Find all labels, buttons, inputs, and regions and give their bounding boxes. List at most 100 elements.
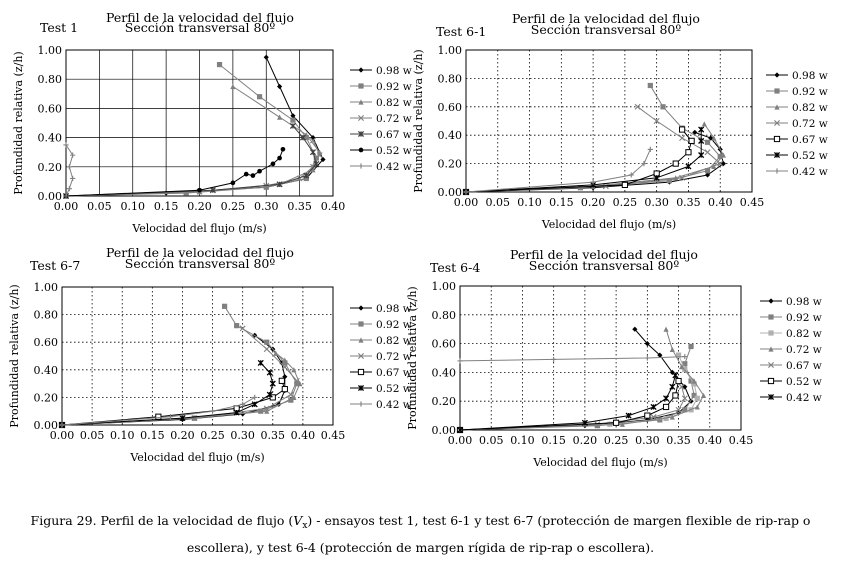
data-point xyxy=(310,167,316,173)
caption-prefix: Figura 29. Perfil de la velocidad de flu… xyxy=(30,513,294,528)
legend-entry: 0.67 w xyxy=(350,367,412,379)
data-point xyxy=(551,356,557,363)
series-line xyxy=(65,144,74,197)
legend-label: 0.72 w xyxy=(376,113,412,125)
data-point xyxy=(222,303,228,309)
data-point xyxy=(282,357,288,363)
data-point xyxy=(197,187,202,193)
plot-frame xyxy=(61,286,334,426)
x-axis-title: Velocidad del flujo (m/s) xyxy=(129,451,264,464)
x-tick-label: 0.30 xyxy=(635,434,660,447)
legend-label: 0.82 w xyxy=(376,97,412,109)
legend-label: 0.92 w xyxy=(376,81,412,93)
legend-label: 0.67 w xyxy=(376,129,412,141)
x-tick-label: 0.25 xyxy=(221,200,246,213)
x-tick-label: 0.30 xyxy=(644,196,669,209)
x-tick-label: 0.10 xyxy=(110,429,135,442)
y-tick-label: 0.20 xyxy=(432,395,457,408)
legend-entry: 0.52 w xyxy=(350,383,412,395)
x-tick-label: 0.35 xyxy=(287,200,312,213)
data-point xyxy=(291,394,297,400)
data-point xyxy=(628,172,634,178)
data-point xyxy=(675,406,682,413)
data-point xyxy=(704,139,711,145)
legend-label: 0.52 w xyxy=(376,383,412,395)
legend-marker xyxy=(774,88,780,94)
data-point xyxy=(269,394,276,401)
series-line xyxy=(65,57,324,197)
legend-marker xyxy=(357,384,365,392)
legend-entry: 0.67 w xyxy=(760,360,822,372)
data-point xyxy=(263,54,269,60)
legend-marker xyxy=(767,393,775,401)
data-point xyxy=(277,114,283,120)
data-point xyxy=(463,189,469,195)
data-point xyxy=(679,364,685,370)
y-tick-label: 0.00 xyxy=(34,419,59,432)
x-tick-label: 0.40 xyxy=(291,429,316,442)
y-tick-label: 0.40 xyxy=(432,366,457,379)
legend-entry: 0.42 w xyxy=(766,166,828,178)
data-point xyxy=(590,179,596,185)
series-group xyxy=(62,122,320,200)
data-point xyxy=(279,360,285,366)
series-group xyxy=(462,126,705,196)
x-tick-label: 0.40 xyxy=(321,200,346,213)
x-tick-label: 0.35 xyxy=(261,429,286,442)
legend-entry: 0.98 w xyxy=(766,70,828,82)
legend-entry: 0.92 w xyxy=(350,81,412,93)
series-group xyxy=(462,126,695,196)
plot-frame xyxy=(459,285,742,431)
chart-subtitle: Sección transversal 80º xyxy=(531,22,682,37)
data-point xyxy=(263,405,270,412)
series-group xyxy=(59,325,300,428)
data-point xyxy=(155,413,162,420)
y-tick-label: 1.00 xyxy=(432,280,457,293)
data-point xyxy=(303,135,309,141)
x-tick-label: 0.05 xyxy=(486,196,511,209)
x-tick-label: 0.45 xyxy=(729,434,754,447)
legend-marker xyxy=(358,115,364,121)
data-point xyxy=(704,168,711,174)
data-point xyxy=(256,94,263,100)
data-point xyxy=(621,181,628,189)
chart-test-label: Test 6-7 xyxy=(30,258,80,273)
data-point xyxy=(216,62,223,68)
legend-marker xyxy=(358,99,364,105)
x-tick-label: 0.20 xyxy=(581,196,606,209)
legend-label: 0.82 w xyxy=(792,102,828,114)
legend-label: 0.82 w xyxy=(786,328,822,340)
series-line xyxy=(459,356,685,362)
data-point xyxy=(230,83,236,90)
data-point xyxy=(303,172,310,179)
series-group xyxy=(63,83,323,199)
x-tick-label: 0.15 xyxy=(140,429,165,442)
x-tick-label: 0.15 xyxy=(541,434,566,447)
data-point xyxy=(277,83,283,90)
data-point xyxy=(647,82,653,89)
legend-label: 0.92 w xyxy=(376,319,412,331)
series-line xyxy=(65,86,321,197)
data-point xyxy=(720,152,726,158)
data-point xyxy=(257,168,262,174)
x-tick-label: 0.30 xyxy=(230,429,255,442)
legend-marker xyxy=(774,72,780,78)
y-tick-label: 0.80 xyxy=(38,73,63,86)
data-point xyxy=(316,152,323,159)
data-point xyxy=(243,171,249,177)
data-point xyxy=(299,134,307,141)
data-point xyxy=(263,184,269,190)
chart-subtitle: Sección transversal 80º xyxy=(125,256,276,271)
data-point xyxy=(257,359,264,366)
x-tick-label: 0.05 xyxy=(80,429,105,442)
data-point xyxy=(704,149,711,156)
data-point xyxy=(688,137,695,144)
x-tick-label: 0.00 xyxy=(50,429,75,442)
caption-subscript: x xyxy=(302,521,308,531)
x-tick-label: 0.10 xyxy=(510,434,535,447)
legend-label: 0.52 w xyxy=(376,145,412,157)
data-point xyxy=(276,181,283,188)
legend-marker xyxy=(358,401,364,407)
data-point xyxy=(682,353,688,360)
figure-caption: Figura 29. Perfil de la velocidad de flu… xyxy=(10,510,831,558)
